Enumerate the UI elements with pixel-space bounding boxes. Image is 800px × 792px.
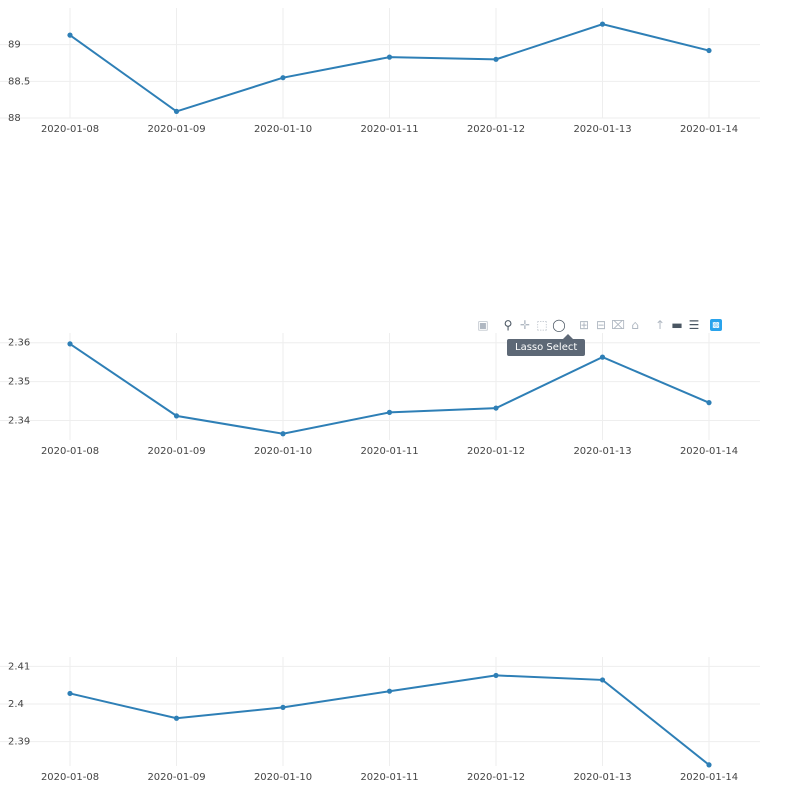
data-point[interactable] — [706, 762, 712, 768]
pan-icon[interactable]: ✛ — [519, 318, 531, 332]
y-tick-label: 2.34 — [8, 416, 30, 427]
camera-icon[interactable]: ▣ — [477, 318, 489, 332]
y-tick-label: 88.5 — [8, 76, 30, 87]
chart-1: 88 88.5 89 2020-01-08 2020-01-09 2020-01-10 20… — [0, 8, 760, 135]
x-tick-label: 2020-01-12 — [467, 124, 525, 135]
data-point[interactable] — [493, 672, 499, 679]
y-tick-label: 88 — [8, 113, 21, 124]
y-tick-label: 2.39 — [8, 737, 30, 748]
y-tick-label: 2.36 — [8, 338, 30, 349]
data-point[interactable] — [386, 409, 393, 415]
data-point[interactable] — [280, 704, 286, 710]
data-point[interactable] — [67, 32, 73, 38]
x-tick-label: 2020-01-08 — [41, 124, 99, 135]
x-tick-label: 2020-01-13 — [573, 772, 631, 783]
data-point[interactable] — [706, 47, 712, 54]
modebar-tooltip: Lasso Select — [507, 334, 586, 356]
x-tick-label: 2020-01-13 — [573, 446, 631, 457]
y-tick-label: 2.4 — [8, 699, 24, 710]
spike-lines-icon[interactable]: ↑ — [654, 318, 666, 332]
x-tick-label: 2020-01-09 — [147, 772, 205, 783]
autoscale-icon[interactable]: ⌧ — [611, 318, 625, 332]
x-tick-label: 2020-01-10 — [254, 446, 312, 457]
y-tick-label: 2.35 — [8, 377, 30, 388]
data-point[interactable] — [599, 354, 606, 360]
box-select-icon[interactable]: ⬚ — [536, 318, 548, 332]
x-tick-label: 2020-01-14 — [680, 124, 738, 135]
data-point[interactable] — [386, 688, 393, 694]
x-tick-label: 2020-01-11 — [360, 772, 418, 783]
data-point[interactable] — [599, 677, 606, 683]
x-tick-label: 2020-01-11 — [360, 446, 418, 457]
y-tick-label: 2.41 — [8, 661, 30, 672]
x-tick-label: 2020-01-13 — [573, 124, 631, 135]
x-tick-label: 2020-01-14 — [680, 772, 738, 783]
hover-closest-icon[interactable]: ▬ — [671, 318, 683, 332]
data-point[interactable] — [67, 341, 73, 347]
chart-3: 2.39 2.4 2.41 2020-01-08 2020-01-09 2020-01-1… — [0, 657, 760, 783]
reset-axes-icon[interactable]: ⌂ — [631, 318, 639, 332]
x-tick-label: 2020-01-12 — [467, 446, 525, 457]
lasso-select-icon[interactable]: ◯ — [552, 318, 566, 332]
x-tick-label: 2020-01-09 — [147, 446, 205, 457]
data-point[interactable] — [173, 413, 180, 419]
data-point[interactable] — [173, 108, 180, 114]
data-point[interactable] — [280, 75, 286, 81]
chart-2: 2.34 2.35 2.36 2020-01-08 2020-01-09 2020-01-… — [0, 333, 760, 457]
data-point[interactable] — [599, 21, 606, 27]
zoom-out-icon[interactable]: ⊟ — [595, 318, 607, 332]
modebar: ▣ ⚲ ✛ ⬚ ◯ ⊞ ⊟ ⌧ ⌂ ↑ ▬ ☰ ▩ — [476, 316, 725, 334]
x-tick-label: 2020-01-08 — [41, 772, 99, 783]
data-point[interactable] — [493, 56, 499, 62]
x-tick-label: 2020-01-09 — [147, 124, 205, 135]
plotly-logo-icon[interactable]: ▩ — [710, 319, 722, 331]
y-tick-label: 89 — [8, 40, 21, 51]
hover-compare-icon[interactable]: ☰ — [688, 318, 700, 332]
data-point[interactable] — [280, 431, 286, 437]
x-tick-label: 2020-01-11 — [360, 124, 418, 135]
data-point[interactable] — [706, 400, 712, 406]
data-point[interactable] — [67, 690, 73, 697]
data-point[interactable] — [386, 54, 393, 60]
zoom-in-icon[interactable]: ⊞ — [578, 318, 590, 332]
x-tick-label: 2020-01-12 — [467, 772, 525, 783]
x-tick-label: 2020-01-10 — [254, 124, 312, 135]
x-tick-label: 2020-01-10 — [254, 772, 312, 783]
x-tick-label: 2020-01-08 — [41, 446, 99, 457]
zoom-icon[interactable]: ⚲ — [503, 318, 513, 332]
data-point[interactable] — [493, 405, 499, 411]
data-point[interactable] — [173, 715, 180, 721]
x-tick-label: 2020-01-14 — [680, 446, 738, 457]
